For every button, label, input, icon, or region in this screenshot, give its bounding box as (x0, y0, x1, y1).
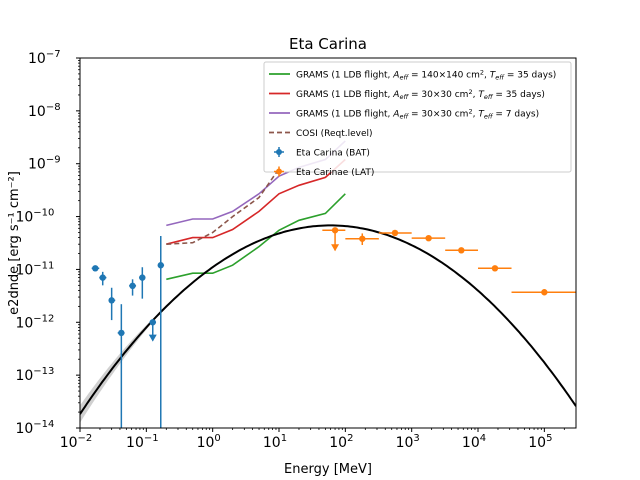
legend-item: GRAMS (1 LDB flight, Aeff = 30×30 cm2, T… (269, 88, 545, 101)
legend-label: GRAMS (1 LDB flight, Aeff = 140×140 cm2,… (296, 69, 556, 82)
data-point (148, 319, 157, 342)
legend-item: Eta Carinae (LAT) (274, 166, 374, 178)
data-point (322, 227, 346, 252)
legend-marker (276, 149, 282, 155)
series-line-0 (166, 193, 346, 281)
legend-item: Eta Carina (BAT) (274, 147, 370, 159)
legend: GRAMS (1 LDB flight, Aeff = 140×140 cm2,… (263, 61, 572, 178)
point-marker (129, 282, 136, 290)
point-marker (118, 329, 125, 337)
data-point (139, 267, 146, 299)
legend-label: Eta Carinae (LAT) (296, 168, 374, 178)
chart-title: Eta Carina (289, 35, 367, 53)
series-line-3 (166, 168, 280, 245)
data-point (378, 229, 412, 237)
legend-item: GRAMS (1 LDB flight, Aeff = 140×140 cm2,… (269, 69, 556, 82)
y-axis-title: e2dnde [erg s⁻¹ cm⁻²] (7, 171, 22, 315)
plot-frame (79, 57, 577, 429)
point-marker (331, 227, 339, 234)
data-point (411, 234, 446, 242)
data-point (478, 265, 512, 272)
axes: 10−2 10−1 100 101 102 103 104 10510−1410−1310−1… (15, 49, 577, 451)
legend-marker (276, 168, 282, 175)
point-marker (425, 234, 432, 242)
point-marker (149, 319, 156, 326)
model-curve-layer (80, 224, 576, 415)
point-marker (157, 262, 164, 269)
legend-box (263, 61, 572, 173)
legend-label: Eta Carina (BAT) (296, 149, 370, 159)
point-marker (359, 235, 366, 242)
data-point (99, 271, 107, 286)
point-marker (108, 297, 115, 304)
point-marker (391, 229, 399, 237)
point-marker (458, 247, 465, 254)
legend-label: GRAMS (1 LDB flight, Aeff = 30×30 cm2, T… (296, 108, 539, 121)
legend-label: COSI (Reqt.level) (296, 129, 373, 139)
point-marker (491, 265, 499, 272)
data-point (511, 289, 576, 296)
point-marker (92, 265, 99, 272)
data-point (445, 247, 479, 254)
point-marker (541, 289, 548, 296)
x-axis-title: Energy [MeV] (284, 462, 372, 477)
upper-limit-arrow (148, 334, 157, 342)
series-line-1 (166, 158, 346, 245)
data-point (157, 235, 165, 428)
data-point (117, 304, 125, 428)
model-curve (80, 224, 576, 415)
data-point (108, 287, 116, 321)
data-points-layer (91, 227, 576, 428)
legend-label: GRAMS (1 LDB flight, Aeff = 30×30 cm2, T… (296, 88, 545, 101)
upper-limit-arrow (331, 244, 340, 252)
data-point (345, 233, 379, 245)
data-point (129, 279, 137, 296)
legend-item: COSI (Reqt.level) (269, 129, 373, 139)
point-marker (99, 274, 106, 281)
legend-item: GRAMS (1 LDB flight, Aeff = 30×30 cm2, T… (269, 108, 539, 121)
point-marker (139, 274, 146, 281)
data-point (91, 265, 100, 272)
